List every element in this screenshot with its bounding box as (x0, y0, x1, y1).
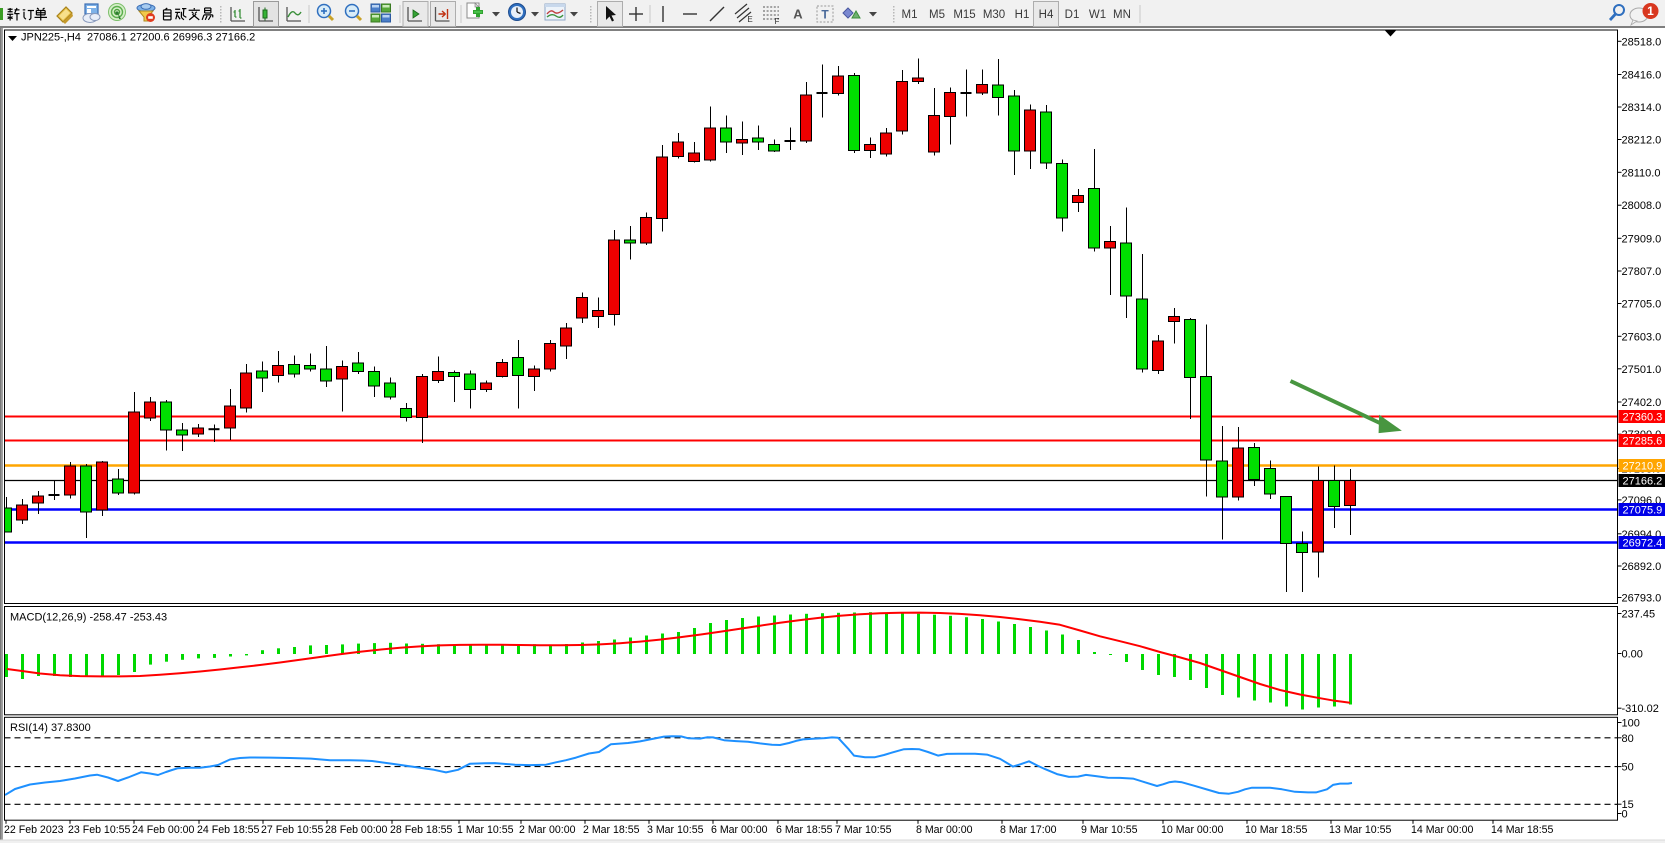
svg-text:24 Feb 00:00: 24 Feb 00:00 (132, 824, 195, 836)
svg-text:1 Mar 10:55: 1 Mar 10:55 (457, 824, 514, 836)
svg-text:26972.4: 26972.4 (1623, 538, 1663, 550)
svg-text:28518.0: 28518.0 (1622, 36, 1662, 48)
svg-text:10 Mar 00:00: 10 Mar 00:00 (1161, 824, 1224, 836)
svg-text:28212.0: 28212.0 (1622, 135, 1662, 147)
svg-text:H4: H4 (1039, 9, 1054, 21)
svg-text:26892.0: 26892.0 (1622, 561, 1662, 573)
svg-text:27705.0: 27705.0 (1622, 299, 1662, 311)
svg-text:0.00: 0.00 (1622, 649, 1643, 661)
svg-text:27402.0: 27402.0 (1622, 397, 1662, 409)
svg-text:M5: M5 (929, 9, 945, 21)
svg-text:RSI(14) 37.8300: RSI(14) 37.8300 (10, 722, 91, 734)
svg-text:E: E (747, 15, 752, 24)
svg-text:JPN225-,H4 27086.1 27200.6 26: JPN225-,H4 27086.1 27200.6 26996.3 27166… (21, 32, 255, 44)
svg-text:24 Feb 18:55: 24 Feb 18:55 (197, 824, 260, 836)
svg-text:-310.02: -310.02 (1622, 703, 1659, 715)
svg-text:10 Mar 18:55: 10 Mar 18:55 (1245, 824, 1308, 836)
svg-text:14 Mar 18:55: 14 Mar 18:55 (1491, 824, 1554, 836)
svg-text:22 Feb 2023: 22 Feb 2023 (4, 824, 64, 836)
svg-text:9 Mar 10:55: 9 Mar 10:55 (1081, 824, 1138, 836)
svg-text:27909.0: 27909.0 (1622, 233, 1662, 245)
svg-text:28110.0: 28110.0 (1622, 167, 1661, 179)
svg-text:8 Mar 17:00: 8 Mar 17:00 (1000, 824, 1057, 836)
svg-text:MN: MN (1113, 9, 1131, 21)
svg-text:23 Feb 10:55: 23 Feb 10:55 (68, 824, 131, 836)
svg-text:13 Mar 10:55: 13 Mar 10:55 (1329, 824, 1392, 836)
svg-text:80: 80 (1622, 733, 1634, 745)
svg-text:M30: M30 (983, 9, 1005, 21)
svg-text:M1: M1 (902, 9, 918, 21)
svg-text:7 Mar 10:55: 7 Mar 10:55 (835, 824, 892, 836)
svg-text:MACD(12,26,9) -258.47 -253.43: MACD(12,26,9) -258.47 -253.43 (10, 612, 167, 624)
svg-text:H1: H1 (1015, 9, 1030, 21)
svg-text:T: T (821, 8, 829, 22)
svg-text:28314.0: 28314.0 (1622, 102, 1662, 114)
svg-text:27501.0: 27501.0 (1622, 364, 1662, 376)
svg-text:6 Mar 18:55: 6 Mar 18:55 (776, 824, 833, 836)
svg-text:D1: D1 (1065, 9, 1080, 21)
svg-text:28 Feb 18:55: 28 Feb 18:55 (390, 824, 453, 836)
svg-text:100: 100 (1622, 718, 1640, 730)
svg-text:F: F (775, 17, 780, 26)
svg-text:28416.0: 28416.0 (1622, 70, 1662, 82)
svg-text:A: A (793, 7, 803, 22)
svg-text:28 Feb 00:00: 28 Feb 00:00 (325, 824, 388, 836)
svg-text:W1: W1 (1089, 9, 1106, 21)
svg-text:27210.9: 27210.9 (1623, 461, 1663, 473)
svg-text:M15: M15 (953, 9, 975, 21)
svg-text:0: 0 (1622, 809, 1628, 821)
svg-text:1: 1 (1647, 4, 1654, 18)
svg-text:3 Mar 10:55: 3 Mar 10:55 (647, 824, 704, 836)
svg-text:15: 15 (1622, 799, 1634, 811)
svg-text:28008.0: 28008.0 (1622, 200, 1662, 212)
svg-text:27807.0: 27807.0 (1622, 266, 1662, 278)
svg-text:27166.2: 27166.2 (1623, 476, 1663, 488)
svg-text:2 Mar 00:00: 2 Mar 00:00 (519, 824, 576, 836)
svg-text:14 Mar 00:00: 14 Mar 00:00 (1411, 824, 1474, 836)
svg-text:237.45: 237.45 (1622, 609, 1656, 621)
svg-text:2 Mar 18:55: 2 Mar 18:55 (583, 824, 640, 836)
svg-text:27285.6: 27285.6 (1623, 436, 1663, 448)
svg-text:26793.0: 26793.0 (1622, 593, 1662, 605)
svg-text:27360.3: 27360.3 (1623, 412, 1663, 424)
svg-text:27603.0: 27603.0 (1622, 331, 1662, 343)
svg-text:27075.9: 27075.9 (1623, 505, 1663, 517)
svg-text:50: 50 (1622, 762, 1634, 774)
svg-text:27 Feb 10:55: 27 Feb 10:55 (261, 824, 324, 836)
svg-text:8 Mar 00:00: 8 Mar 00:00 (916, 824, 973, 836)
svg-text:6 Mar 00:00: 6 Mar 00:00 (711, 824, 768, 836)
